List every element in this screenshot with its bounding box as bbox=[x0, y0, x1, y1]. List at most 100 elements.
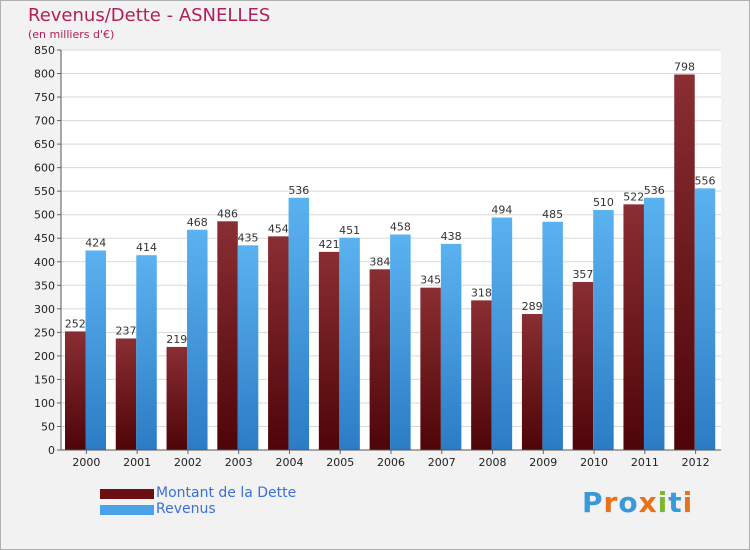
bar-debt bbox=[420, 287, 441, 450]
data-label-revenus: 536 bbox=[288, 184, 309, 197]
logo-letter: r bbox=[603, 486, 619, 519]
legend-label-revenus: Revenus bbox=[156, 501, 216, 517]
y-tick-label: 250 bbox=[34, 326, 55, 339]
bars bbox=[65, 74, 716, 451]
x-tick-label: 2010 bbox=[580, 456, 608, 469]
data-label-debt: 219 bbox=[166, 333, 187, 346]
data-label-revenus: 510 bbox=[593, 196, 614, 209]
bar-revenus bbox=[237, 245, 259, 450]
x-tick-label: 2009 bbox=[529, 456, 557, 469]
logo-letter: P bbox=[582, 486, 604, 519]
data-label-debt: 522 bbox=[623, 190, 644, 203]
data-label-revenus: 468 bbox=[187, 216, 208, 229]
y-tick-label: 650 bbox=[34, 138, 55, 151]
chart-title: Revenus/Dette - ASNELLES bbox=[28, 5, 271, 26]
bar-debt bbox=[268, 236, 289, 450]
y-tick-label: 700 bbox=[34, 115, 55, 128]
y-tick-label: 50 bbox=[41, 420, 55, 433]
data-label-revenus: 451 bbox=[339, 224, 360, 237]
y-tick-label: 350 bbox=[34, 279, 55, 292]
data-label-debt: 421 bbox=[319, 238, 340, 251]
data-label-debt: 345 bbox=[420, 274, 441, 287]
bar-revenus bbox=[694, 188, 716, 450]
data-label-debt: 289 bbox=[522, 300, 543, 313]
legend-swatch-debt bbox=[100, 489, 154, 499]
data-label-revenus: 556 bbox=[694, 174, 715, 187]
y-tick-label: 100 bbox=[34, 397, 55, 410]
y-tick-label: 150 bbox=[34, 373, 55, 386]
bar-debt bbox=[166, 346, 188, 450]
bar-revenus bbox=[491, 217, 513, 450]
x-tick-label: 2004 bbox=[275, 456, 303, 469]
data-label-debt: 237 bbox=[116, 324, 137, 337]
bar-debt bbox=[471, 300, 492, 450]
legend-swatch-revenus bbox=[100, 505, 154, 515]
data-label-revenus: 494 bbox=[491, 204, 512, 217]
y-tick-label: 800 bbox=[34, 68, 55, 81]
data-label-revenus: 458 bbox=[390, 220, 411, 233]
bar-debt bbox=[521, 314, 543, 450]
bar-revenus bbox=[85, 250, 106, 450]
x-tick-label: 2002 bbox=[174, 456, 202, 469]
data-label-debt: 357 bbox=[572, 268, 593, 281]
bar-revenus bbox=[187, 229, 208, 450]
data-label-revenus: 536 bbox=[644, 184, 665, 197]
data-label-debt: 486 bbox=[217, 207, 238, 220]
bar-revenus bbox=[136, 255, 157, 450]
y-tick-label: 600 bbox=[34, 162, 55, 175]
bar-debt bbox=[217, 221, 238, 450]
proxiti-logo: Proxiti bbox=[582, 486, 693, 519]
logo-letter: x bbox=[638, 486, 658, 519]
y-tick-label: 200 bbox=[34, 350, 55, 363]
bar-debt bbox=[572, 282, 594, 450]
bar-revenus bbox=[390, 234, 411, 450]
bar-revenus bbox=[288, 197, 310, 450]
data-label-revenus: 435 bbox=[238, 231, 259, 244]
bar-revenus bbox=[339, 237, 360, 450]
logo-letter: t bbox=[668, 486, 683, 519]
bar-revenus bbox=[440, 243, 462, 450]
bar-debt bbox=[115, 338, 137, 450]
y-tick-label: 0 bbox=[48, 444, 55, 457]
data-label-revenus: 414 bbox=[136, 241, 157, 254]
x-tick-label: 2008 bbox=[479, 456, 507, 469]
x-tick-label: 2001 bbox=[123, 456, 151, 469]
axes: 0 50 100 150 200 250 300 350 400 450 500 550 600 650 7… bbox=[34, 44, 721, 469]
bar-revenus bbox=[643, 197, 665, 450]
data-label-debt: 252 bbox=[65, 317, 86, 330]
bar-debt bbox=[318, 251, 340, 450]
y-tick-label: 450 bbox=[34, 232, 55, 245]
data-label-revenus: 424 bbox=[85, 236, 106, 249]
data-label-debt: 454 bbox=[268, 222, 289, 235]
x-tick-label: 2003 bbox=[225, 456, 253, 469]
logo-letter: o bbox=[618, 486, 639, 519]
data-label-revenus: 438 bbox=[441, 230, 462, 243]
data-label-revenus: 485 bbox=[542, 208, 563, 221]
y-tick-label: 750 bbox=[34, 91, 55, 104]
bar-debt bbox=[674, 74, 695, 451]
y-tick-label: 300 bbox=[34, 303, 55, 316]
legend-label-debt: Montant de la Dette bbox=[156, 485, 297, 501]
bar-debt bbox=[65, 331, 86, 450]
y-tick-label: 850 bbox=[34, 44, 55, 57]
x-tick-label: 2006 bbox=[377, 456, 405, 469]
bar-debt bbox=[623, 204, 644, 450]
y-tick-label: 550 bbox=[34, 185, 55, 198]
x-tick-label: 2011 bbox=[631, 456, 659, 469]
x-tick-label: 2007 bbox=[428, 456, 456, 469]
x-tick-label: 2012 bbox=[682, 456, 710, 469]
chart-subtitle: (en milliers d'€) bbox=[28, 28, 115, 41]
x-tick-label: 2005 bbox=[326, 456, 354, 469]
bar-debt bbox=[369, 269, 391, 450]
data-label-debt: 318 bbox=[471, 286, 492, 299]
data-label-debt: 798 bbox=[674, 60, 695, 73]
logo-letter: i bbox=[682, 486, 694, 519]
y-tick-label: 400 bbox=[34, 256, 55, 269]
logo-letter: i bbox=[657, 486, 669, 519]
bar-revenus bbox=[593, 210, 614, 450]
y-tick-label: 500 bbox=[34, 209, 55, 222]
bar-revenus bbox=[542, 221, 563, 450]
data-label-debt: 384 bbox=[369, 255, 390, 268]
